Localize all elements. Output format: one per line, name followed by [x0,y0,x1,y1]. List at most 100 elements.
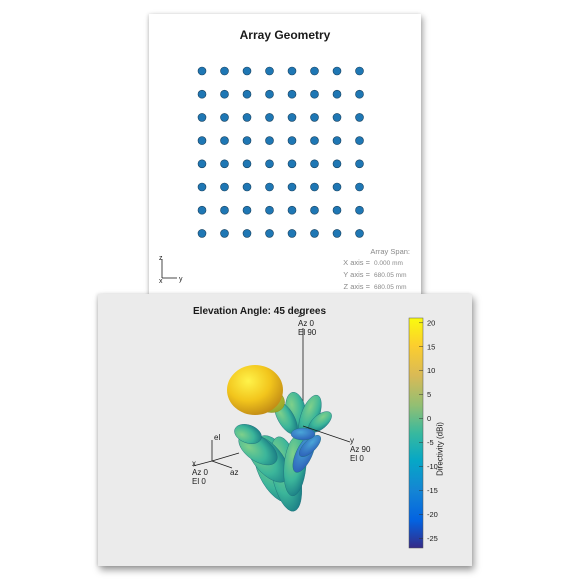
array-element [220,66,229,76]
z-axis-az: Az 0 [298,319,315,328]
z-axis-label: z Az 0 El 90 [298,310,316,337]
array-element [310,205,319,215]
array-span-info: Array Span: X axis = 0.000 mm Y axis = 680… [343,246,414,293]
array-element [265,182,274,192]
colorbar-tick-label: 5 [427,390,431,399]
array-element [242,113,252,122]
array-element [310,182,319,192]
el-label: el [214,433,221,442]
colorbar-tick-label: -25 [427,534,438,543]
pattern-title: Elevation Angle: 45 degrees [193,306,327,317]
array-element [310,159,319,169]
array-element [332,113,342,122]
array-element [332,205,342,215]
x-axis-label: x Az 0 El 0 [192,459,208,486]
z-axis-el: El 90 [298,328,317,337]
array-element [220,89,229,99]
array-element [332,182,342,192]
array-element [355,229,364,238]
lower-lobes [234,424,321,512]
colorbar-tick-label: 15 [427,342,435,351]
array-element [287,182,297,192]
x-axis-name: x [192,459,196,468]
array-element [242,229,252,238]
span-z-label: Z axis = [343,282,370,291]
array-element [332,159,342,169]
array-element [332,66,342,76]
z-axis-name: z [298,310,302,319]
array-element [220,136,229,145]
array-element [242,66,252,76]
array-element [287,136,297,145]
array-element [220,159,229,169]
span-x-label: X axis = [343,258,370,267]
radiation-pattern-figure: 20 15 10 5 0 -5 -10 -15 -20 -25 Elevation Angle: … [98,294,472,566]
array-element [355,89,364,99]
array-element [242,136,252,145]
array-element [355,113,364,122]
array-element [197,205,207,215]
array-element [265,229,274,238]
y-axis-name: y [350,436,354,445]
span-row-x: X axis = 0.000 mm [343,257,414,269]
array-element [265,159,274,169]
colorbar-tick-label: 0 [427,414,431,423]
triad-x-label: x [159,278,163,285]
y-axis-el: El 0 [350,454,364,463]
colorbar-tick-label: -10 [427,462,438,471]
array-element [220,229,229,238]
array-element [242,159,252,169]
array-element [287,159,297,169]
az-label: az [230,468,239,477]
span-x-value: 0.000 mm [374,260,403,267]
colorbar [408,317,424,549]
array-element [355,182,364,192]
array-element [197,159,207,169]
y-axis-label: y Az 90 El 0 [350,436,370,463]
colorbar-tick-label: 20 [427,318,435,327]
span-y-value: 680.05 mm [374,272,407,279]
span-row-z: Z axis = 680.05 mm [343,281,414,293]
triad-y-label: y [179,276,183,283]
array-element [287,113,297,122]
array-element [197,229,207,238]
array-element [265,136,274,145]
array-element [310,66,319,76]
main-lobe [227,365,283,415]
span-title: Array Span: [370,247,410,256]
element-grid: z x y [159,66,364,285]
geometry-title: Array Geometry [239,28,331,42]
array-element [265,113,274,122]
colorbar-tick-label: 10 [427,366,435,375]
colorbar-tick-label: -15 [427,486,438,495]
colorbar-ticks: 20 15 10 5 0 -5 -10 -15 -20 -25 [419,318,438,543]
array-element [332,229,342,238]
array-element [310,113,319,122]
array-element [310,229,319,238]
array-element [220,182,229,192]
array-element [242,89,252,99]
array-element [197,136,207,145]
array-element [265,66,274,76]
array-element [197,89,207,99]
array-element [355,159,364,169]
array-element [287,229,297,238]
colorbar-tick-label: -20 [427,510,438,519]
x-axis-az: Az 0 [192,468,209,477]
array-element [242,205,252,215]
colorbar-label: Directivity (dBi) [435,422,445,476]
array-element [287,66,297,76]
array-geometry-figure: Array Geometry z x y Array Span: X axis … [149,14,421,300]
az-el-triad [192,440,240,469]
y-axis-line [302,425,351,443]
array-element [197,182,207,192]
y-axis-az: Az 90 [350,445,371,454]
array-element [197,66,207,76]
array-element [265,89,274,99]
x-axis-el: El 0 [192,477,206,486]
array-element [197,113,207,122]
span-row-y: Y axis = 680.05 mm [343,269,414,281]
colorbar-tick-label: -5 [427,438,434,447]
array-element [287,89,297,99]
coordinate-triad [161,259,177,279]
